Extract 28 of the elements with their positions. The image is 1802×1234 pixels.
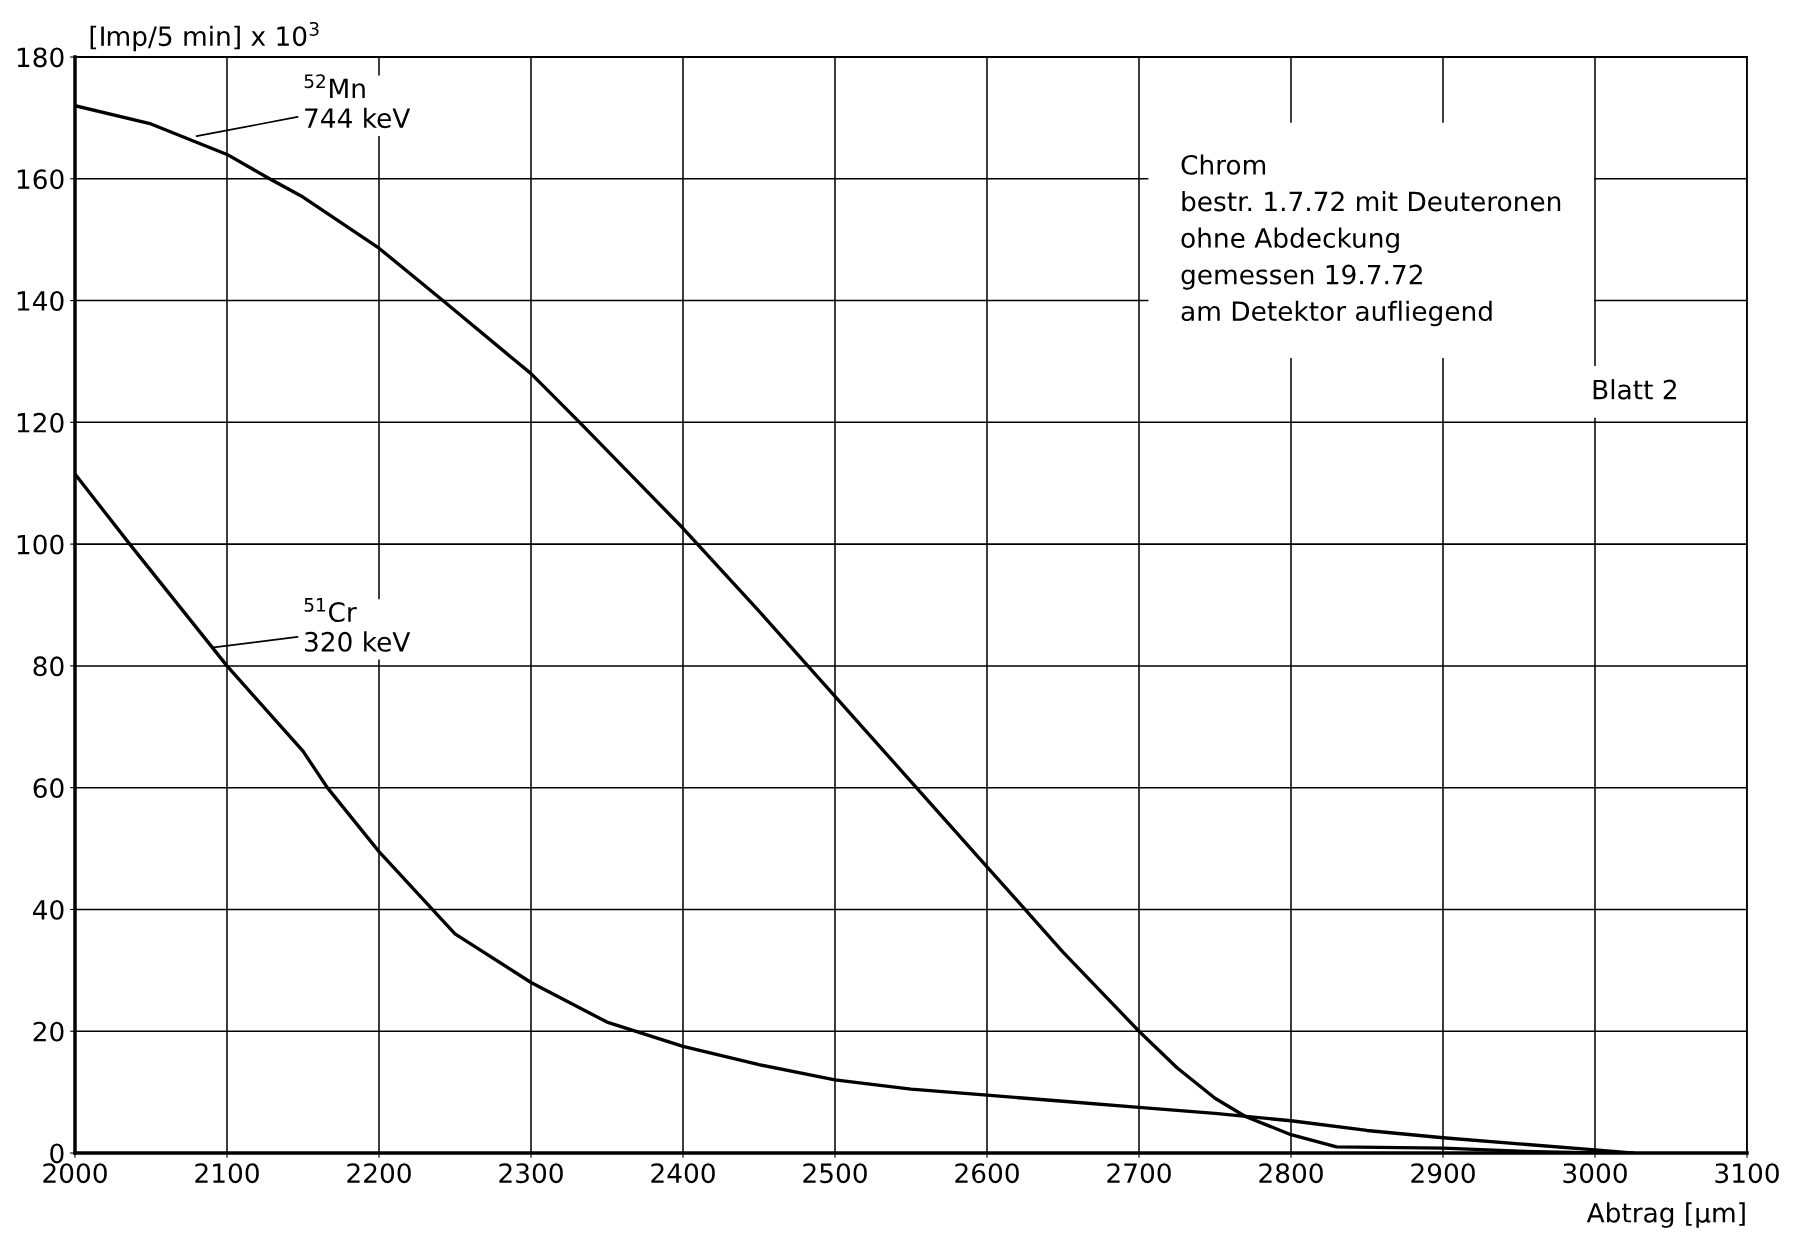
annotation: Chrom bestr. 1.7.72 mit Deuteronen ohne Abdeckung gemessen 19.7.72 am Detektor aufliegend	[1181, 154, 1561, 327]
x-tick-label: 2100	[195, 1163, 259, 1184]
y-tick-label: 100	[17, 534, 64, 555]
y-tick-label: 60	[33, 778, 64, 799]
x-tick-label: 3100	[1715, 1163, 1779, 1184]
x-tick-label: 2900	[1411, 1163, 1475, 1184]
y-tick-label: 80	[33, 656, 64, 677]
x-tick-label: 2500	[803, 1163, 867, 1184]
y-tick-label: 20	[33, 1021, 64, 1042]
y-tick-label: 140	[17, 291, 64, 311]
annotation: $^{52}$Mn 744 keV	[304, 74, 411, 129]
annotation: Blatt 2	[1593, 379, 1676, 400]
x-tick-label: 2200	[347, 1163, 411, 1184]
x-tick-label: 2800	[1259, 1163, 1323, 1184]
y-tick-label: 120	[17, 412, 64, 433]
x-tick-label: 3000	[1563, 1163, 1627, 1184]
y-tick-label: 160	[17, 169, 64, 190]
y-axis-title: [Imp/5 min] x 10$^{3}$	[90, 21, 319, 52]
x-tick-label: 2300	[499, 1163, 563, 1184]
x-tick-label: 2700	[1107, 1163, 1171, 1184]
y-tick-label: 180	[17, 47, 64, 68]
annotation: $^{51}$Cr 320 keV	[304, 598, 411, 652]
x-axis-title: Abtrag [µm]	[1586, 1202, 1745, 1228]
y-tick-label: 40	[32, 899, 64, 920]
x-tick-label: 2400	[651, 1163, 715, 1184]
x-tick-label: 2600	[955, 1163, 1019, 1184]
y-tick-label: 0	[50, 1143, 64, 1164]
x-tick-label: 2000	[43, 1163, 107, 1184]
